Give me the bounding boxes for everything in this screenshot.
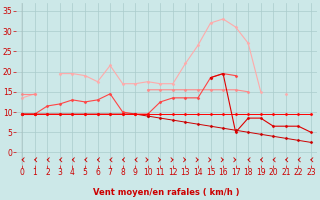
X-axis label: Vent moyen/en rafales ( km/h ): Vent moyen/en rafales ( km/h ) (93, 188, 240, 197)
